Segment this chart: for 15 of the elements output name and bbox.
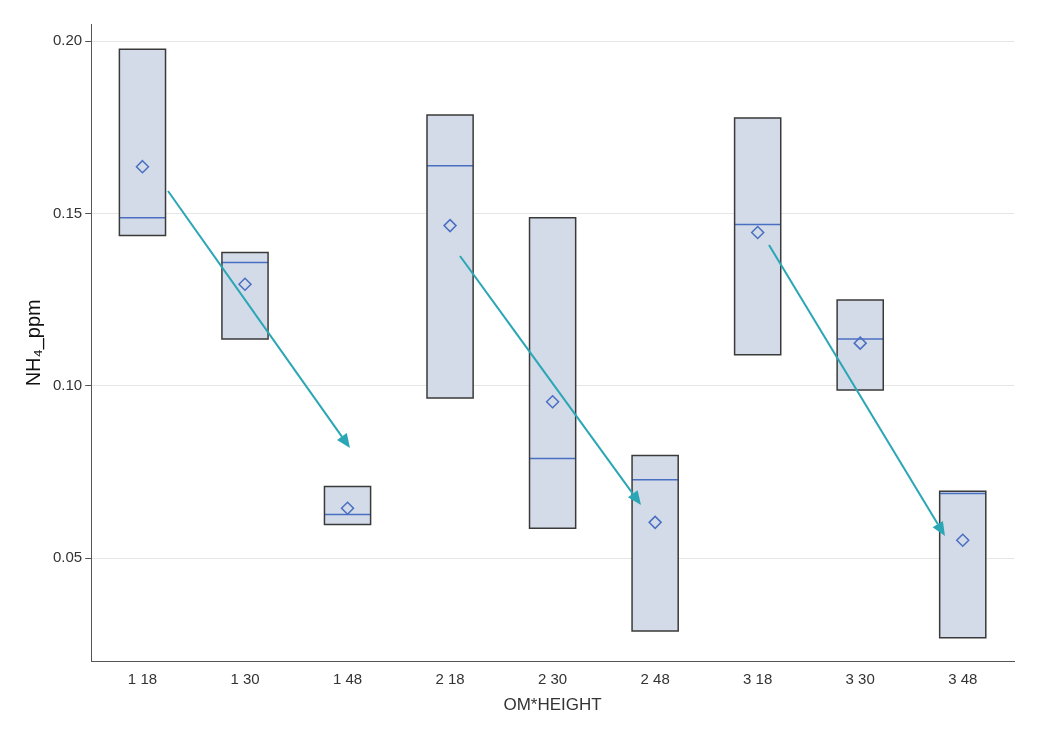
- x-tick-label: 3 30: [845, 669, 875, 687]
- x-axis-title: OM*HEIGHT: [503, 695, 602, 715]
- y-tick-label: 0.15: [52, 203, 83, 221]
- x-tick-label: 3 48: [948, 669, 978, 687]
- x-tick-label: 2 48: [640, 669, 670, 687]
- x-tick-label: 2 30: [538, 669, 568, 687]
- x-tick-label: 2 18: [435, 669, 465, 687]
- x-tick-label: 1 48: [332, 669, 363, 687]
- y-tick-label: 0.05: [52, 548, 83, 566]
- y-axis-title: NH₄_ppm: [21, 299, 45, 387]
- x-tick-label: 1 18: [127, 669, 158, 687]
- x-tick-label: 3 18: [743, 669, 773, 687]
- y-tick-label: 0.10: [52, 376, 83, 394]
- x-tick-label: 1 30: [230, 669, 260, 687]
- y-tick-label: 0.20: [52, 31, 83, 49]
